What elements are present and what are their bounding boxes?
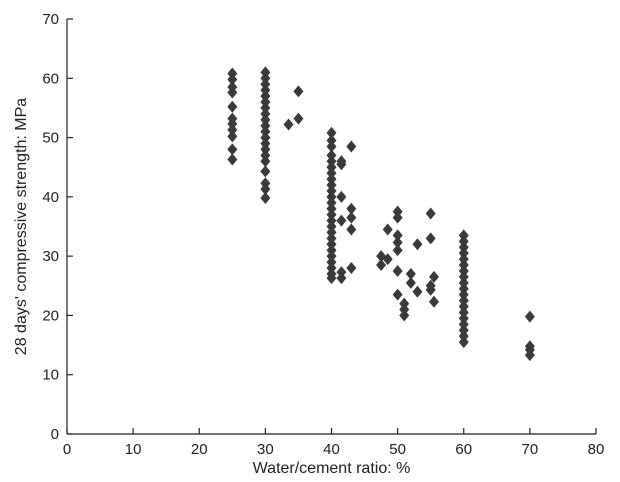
data-point [346, 211, 357, 224]
data-point [227, 100, 238, 113]
data-point [392, 236, 403, 249]
data-point [227, 130, 238, 143]
data-point [524, 349, 535, 362]
data-point [260, 155, 271, 168]
x-ticks: 0 10 20 30 40 50 60 70 80 [63, 428, 605, 458]
y-tick-label: 30 [42, 248, 59, 265]
data-point [392, 288, 403, 301]
data-point [346, 140, 357, 153]
data-point [336, 214, 347, 227]
data-point [405, 276, 416, 289]
y-tick-label: 0 [51, 426, 59, 443]
data-point [382, 223, 393, 236]
data-point [326, 272, 337, 285]
data-point [293, 112, 304, 125]
data-point [346, 262, 357, 274]
data-point [425, 207, 436, 220]
data-point [326, 126, 337, 139]
data-point [227, 123, 238, 136]
data-point [336, 272, 347, 285]
data-point [346, 223, 357, 236]
data-point [376, 259, 387, 272]
x-tick-label: 50 [389, 441, 406, 458]
data-point [428, 295, 439, 308]
data-point [336, 190, 347, 203]
data-point [227, 73, 238, 86]
y-ticks: 0 10 20 30 40 50 60 70 [42, 11, 73, 443]
data-point [260, 165, 271, 178]
y-tick-label: 60 [42, 70, 59, 87]
x-axis-title: Water/cement ratio: % [253, 460, 411, 477]
data-point [458, 336, 469, 349]
data-point [336, 158, 347, 171]
data-point [227, 86, 238, 99]
data-point [293, 85, 304, 98]
data-point [392, 264, 403, 277]
data-point [425, 283, 436, 296]
data-point [227, 143, 238, 156]
y-tick-label: 70 [42, 11, 59, 28]
data-point [399, 309, 410, 322]
data-point [405, 267, 416, 280]
y-tick-label: 50 [42, 130, 59, 147]
data-point [260, 192, 271, 205]
data-point [392, 229, 403, 242]
x-tick-label: 60 [455, 441, 472, 458]
data-point [227, 153, 238, 166]
x-tick-label: 80 [588, 441, 605, 458]
data-point [346, 202, 357, 215]
x-tick-label: 20 [191, 441, 208, 458]
y-tick-label: 40 [42, 189, 59, 206]
data-point [392, 244, 403, 257]
data-point [428, 270, 439, 283]
data-point [412, 238, 423, 251]
x-tick-label: 0 [63, 441, 71, 458]
data-point [412, 285, 423, 298]
data-point [392, 211, 403, 224]
x-tick-label: 40 [323, 441, 340, 458]
data-point [283, 118, 294, 131]
y-tick-label: 10 [42, 367, 59, 384]
x-tick-label: 30 [257, 441, 274, 458]
data-points [227, 66, 535, 362]
data-point [524, 310, 535, 323]
x-tick-label: 10 [125, 441, 142, 458]
data-point [260, 183, 271, 196]
data-point [382, 253, 393, 266]
data-point [425, 232, 436, 245]
data-point [326, 140, 337, 153]
y-axis-title: 28 days' compressive strength: MPa [13, 98, 30, 355]
y-tick-label: 20 [42, 307, 59, 324]
x-tick-label: 70 [522, 441, 539, 458]
